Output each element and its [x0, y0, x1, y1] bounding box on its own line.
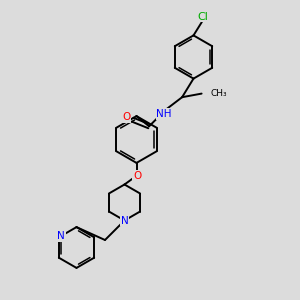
- Text: CH₃: CH₃: [211, 88, 227, 98]
- Text: N: N: [57, 231, 65, 242]
- Text: NH: NH: [156, 109, 172, 119]
- Text: N: N: [121, 215, 128, 226]
- Text: O: O: [133, 171, 141, 181]
- Text: O: O: [122, 112, 130, 122]
- Text: Cl: Cl: [197, 11, 208, 22]
